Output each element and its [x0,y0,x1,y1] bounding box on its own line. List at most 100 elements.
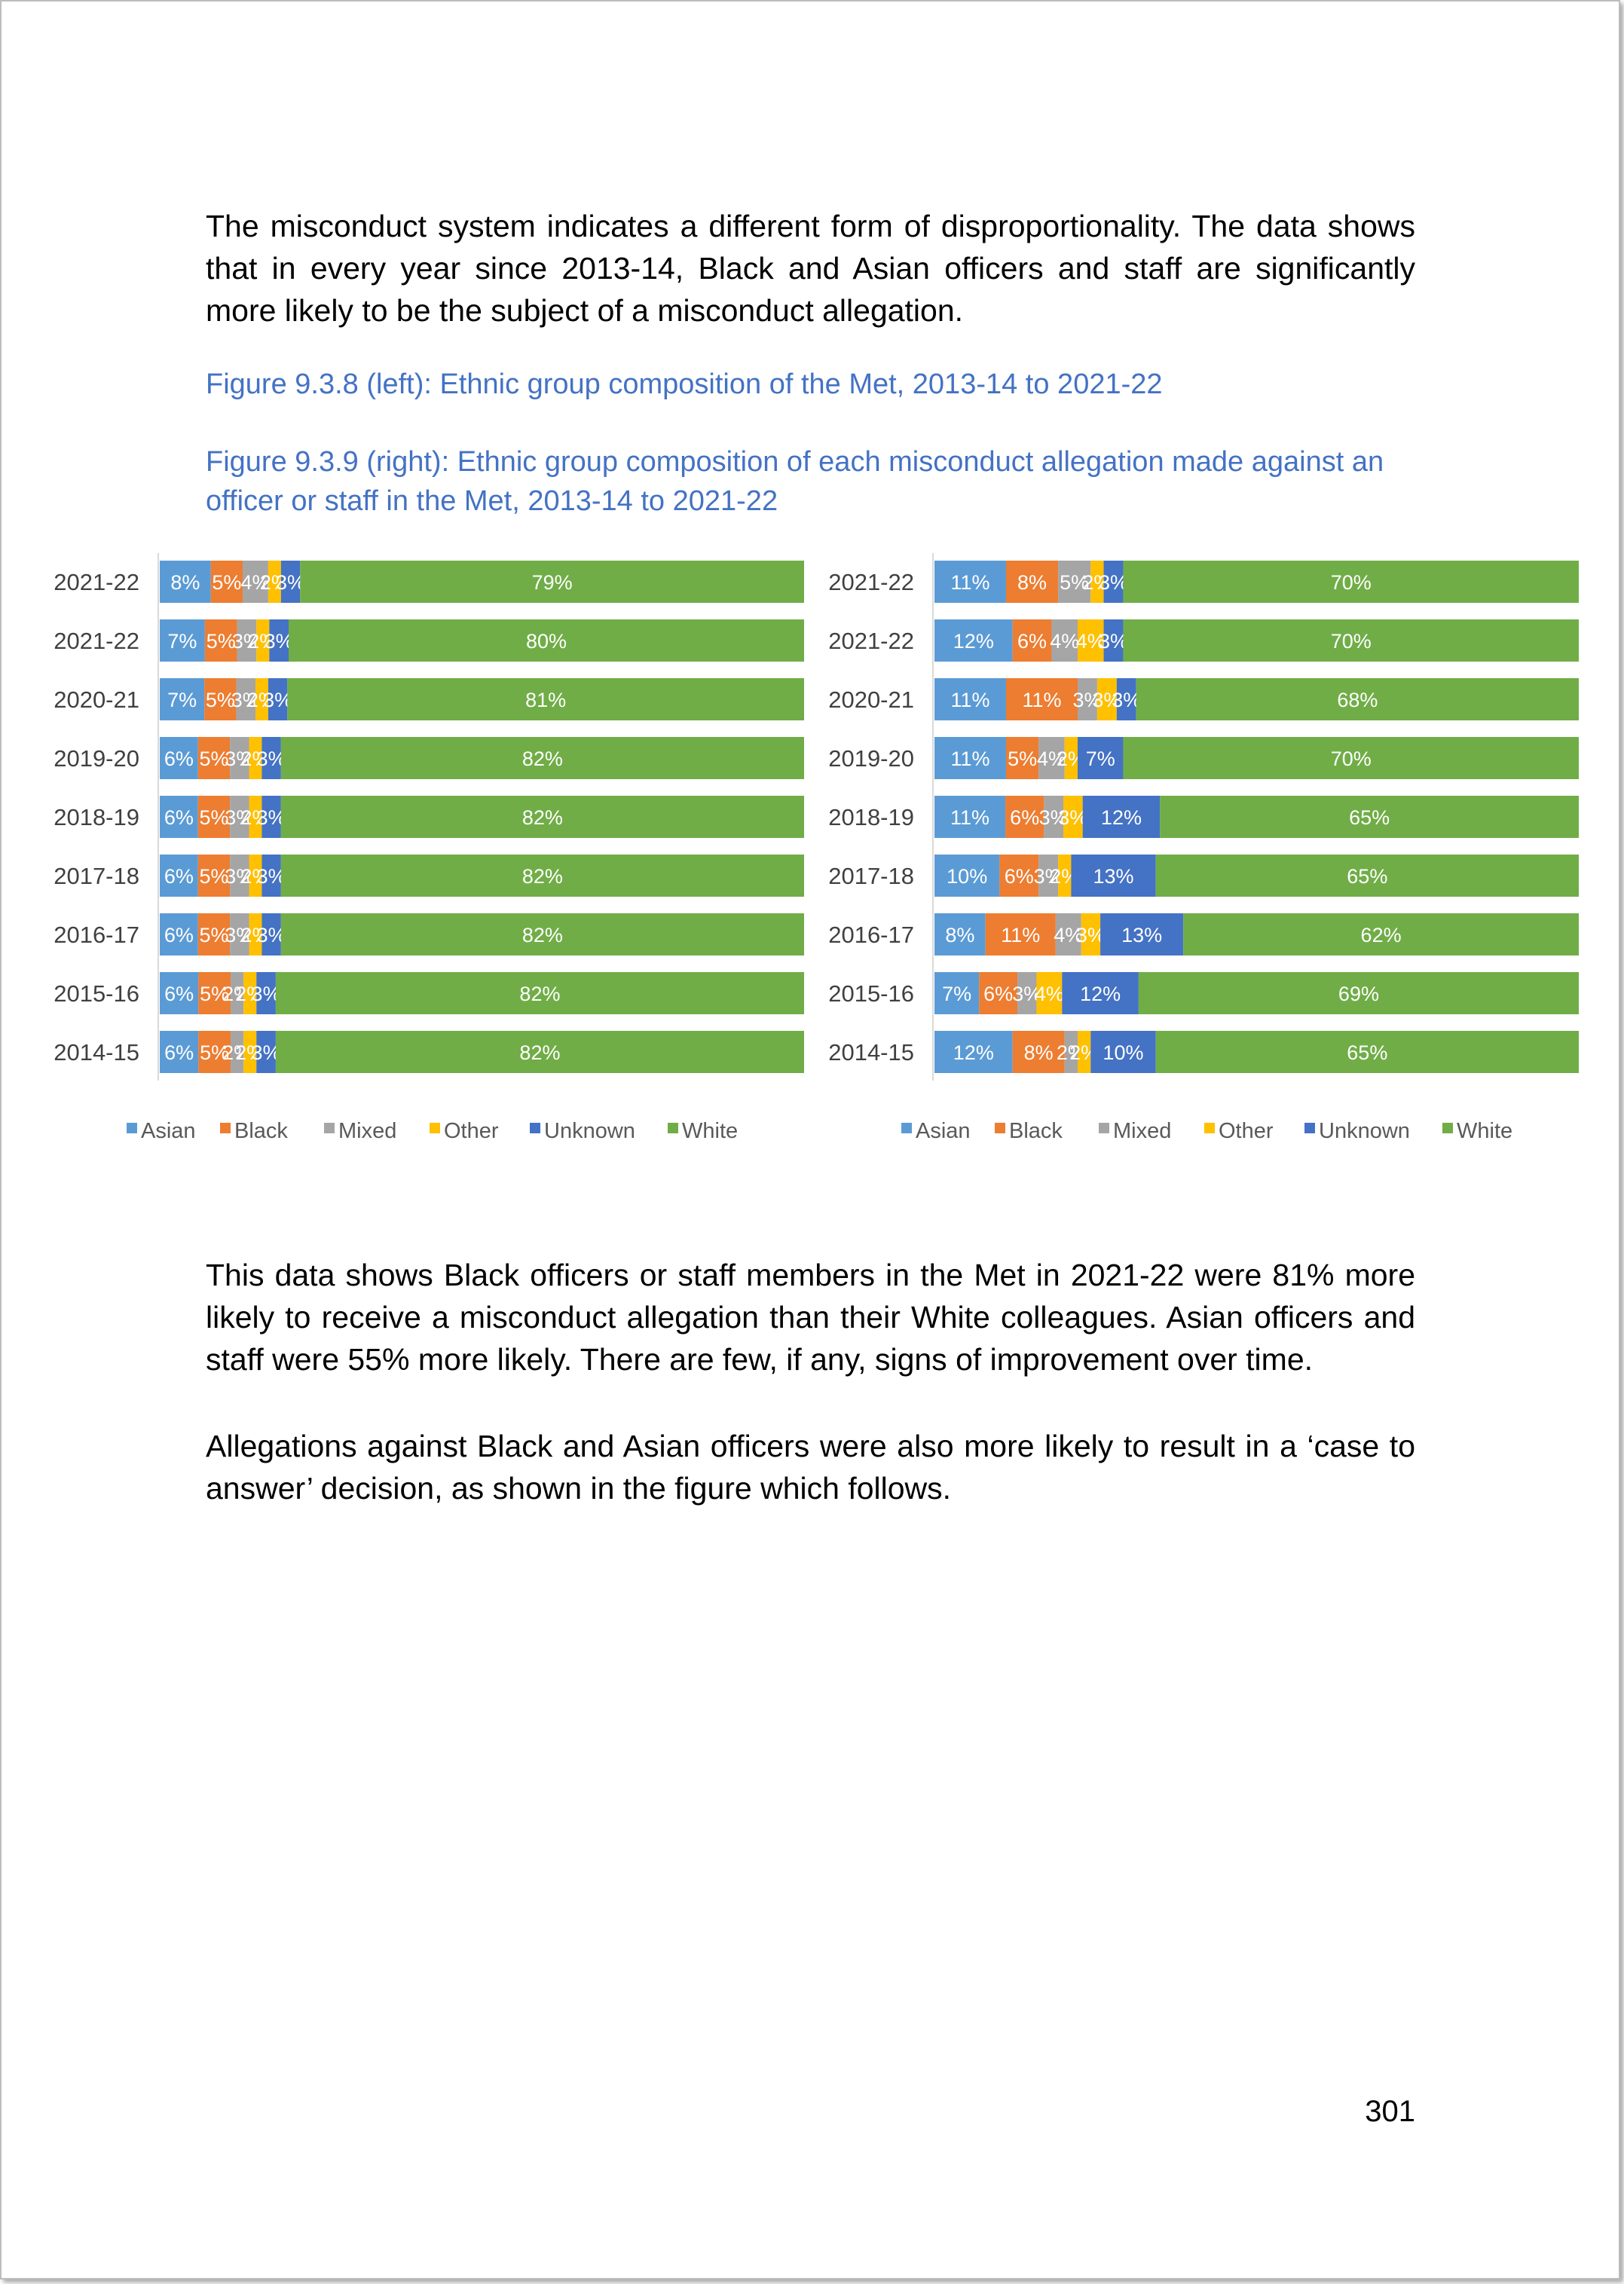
data-label: 11% [1022,689,1061,711]
bar-segment-mixed [230,796,249,838]
legend-label-mixed: Mixed [1113,1119,1171,1143]
bar-segment-unknown [1082,796,1161,838]
bar-segment-mixed [1055,913,1081,955]
bar-segment-unknown [1062,972,1139,1014]
data-label: 6% [1010,806,1039,829]
bar-segment-asian [934,796,1006,838]
data-label: 7% [942,983,971,1005]
bar-segment-asian [160,619,205,662]
data-label: 82% [519,1041,560,1064]
data-label: 5% [199,806,228,829]
bar-segment-white [1155,855,1579,897]
bar-segment-asian [934,913,986,955]
bar-segment-unknown [261,855,281,897]
case-to-answer-paragraph: Allegations against Black and Asian offi… [206,1429,1415,1506]
bar-segment-asian [160,1031,199,1073]
data-label: 7% [1086,748,1115,770]
bar-segment-mixed [237,619,257,662]
bar-segment-mixed [236,678,255,720]
bar-segment-unknown [256,1031,276,1073]
bar-segment-mixed [230,737,249,779]
bar-segment-asian [934,737,1006,779]
bar-segment-white [1123,619,1579,662]
legend-label-black: Black [234,1119,288,1143]
data-label: 13% [1093,865,1133,888]
bar-segment-asian [934,561,1006,603]
data-label: 6% [164,983,194,1005]
bar-segment-white [280,796,805,838]
data-label: 5% [199,748,228,770]
data-label: 10% [947,865,987,888]
data-label: 4% [1037,748,1066,770]
category-label: 2016-17 [828,922,914,948]
category-label: 2019-20 [54,745,139,772]
data-label: 12% [1101,806,1142,829]
category-label: 2017-18 [54,863,139,889]
bar-segment-black [979,972,1018,1014]
data-label: 6% [164,924,194,946]
bar-segment-other [1078,1031,1091,1073]
bar-segment-unknown [1071,855,1156,897]
legend-swatch-asian [127,1123,137,1133]
category-label: 2020-21 [828,686,914,713]
bar-segment-mixed [231,1031,244,1073]
data-label: 5% [1008,748,1037,770]
bar-segment-unknown [280,561,301,603]
bar-segment-other [249,913,262,955]
category-label: 2021-22 [54,628,139,654]
category-label: 2018-19 [828,804,914,830]
bar-segment-black [204,619,237,662]
bar-segment-black [1006,561,1059,603]
bar-segment-other [256,619,270,662]
bar-segment-unknown [1103,561,1124,603]
bar-segment-white [1183,913,1579,955]
bar-segment-white [280,737,805,779]
bar-segment-other [249,855,262,897]
bar-segment-mixed [1017,972,1037,1014]
bar-segment-mixed [230,855,249,897]
data-label: 12% [1080,983,1121,1005]
data-label: 5% [206,689,235,711]
category-label: 2018-19 [54,804,139,830]
data-label: 6% [164,748,194,770]
bar-segment-unknown [261,913,281,955]
bar-segment-white [280,855,805,897]
bar-segment-black [1005,796,1044,838]
bar-segment-white [1155,1031,1579,1073]
data-label: 6% [164,865,194,888]
bar-segment-black [197,796,231,838]
data-label: 70% [1331,571,1372,594]
data-label: 6% [164,1041,194,1064]
bar-segment-other [1036,972,1063,1014]
category-label: 2021-22 [828,569,914,595]
bar-segment-other [255,678,268,720]
bar-segment-black [999,855,1039,897]
bar-segment-white [1160,796,1579,838]
data-label: 5% [200,983,229,1005]
bar-segment-asian [934,972,980,1014]
data-label: 11% [950,748,989,770]
bar-segment-mixed [1064,1031,1078,1073]
bar-segment-other [249,737,262,779]
data-label: 11% [950,806,989,829]
bar-segment-white [280,913,805,955]
ethnic-composition-chart: 2021-22 8% 5% 4%2%3% 79%2021-22 7% 5%3%2%3% 80%… [54,553,805,1143]
bar-segment-other [243,972,257,1014]
data-label: 5% [199,865,228,888]
bar-segment-white [289,619,804,662]
bar-segment-unknown [1103,619,1124,662]
legend-label-asian: Asian [141,1119,196,1143]
data-label: 5% [200,1041,229,1064]
legend-swatch-other [430,1123,440,1133]
bar-segment-other [243,1031,257,1073]
bar-segment-white [1136,678,1579,720]
data-label: 7% [167,630,197,653]
bar-segment-black [198,1031,231,1073]
category-label: 2021-22 [54,569,139,595]
legend-swatch-unknown [1304,1123,1315,1133]
legend-label-black: Black [1009,1119,1063,1143]
bar-segment-black [204,678,237,720]
data-label: 79% [532,571,573,594]
data-label: 8% [1024,1041,1054,1064]
legend-label-asian: Asian [916,1119,971,1143]
